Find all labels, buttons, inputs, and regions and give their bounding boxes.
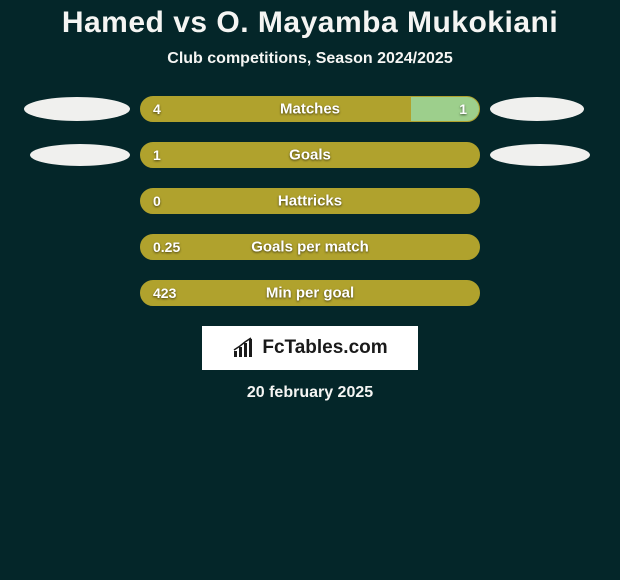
left-ellipse-slot xyxy=(20,97,130,121)
player-ellipse-right xyxy=(490,144,590,166)
stat-bar: 423 Min per goal xyxy=(140,280,480,306)
stat-label: Matches xyxy=(280,101,340,118)
stat-bar: 4 1 Matches xyxy=(140,96,480,122)
player-ellipse-right xyxy=(490,97,584,121)
stat-label: Min per goal xyxy=(266,285,354,302)
bars-icon xyxy=(232,337,258,359)
stat-row: 0 Hattricks xyxy=(0,188,620,214)
logo-box: FcTables.com xyxy=(202,326,418,370)
right-ellipse-slot xyxy=(490,97,600,121)
page-title: Hamed vs O. Mayamba Mukokiani xyxy=(0,0,620,40)
stat-row: 4 1 Matches xyxy=(0,96,620,122)
stat-label: Hattricks xyxy=(278,193,342,210)
stat-right-value: 1 xyxy=(459,101,467,117)
player-ellipse-left xyxy=(24,97,130,121)
player-ellipse-left xyxy=(30,144,130,166)
stat-left-value: 0 xyxy=(153,193,161,209)
comparison-infographic: Hamed vs O. Mayamba Mukokiani Club compe… xyxy=(0,0,620,580)
right-ellipse-slot xyxy=(490,144,600,166)
left-ellipse-slot xyxy=(20,144,130,166)
stat-row: 0.25 Goals per match xyxy=(0,234,620,260)
page-subtitle: Club competitions, Season 2024/2025 xyxy=(0,50,620,68)
stat-bar: 1 Goals xyxy=(140,142,480,168)
stat-label: Goals xyxy=(289,147,331,164)
stat-left-value: 0.25 xyxy=(153,239,180,255)
stat-bar: 0 Hattricks xyxy=(140,188,480,214)
stat-left-value: 423 xyxy=(153,285,176,301)
bar-right-fill xyxy=(411,97,479,121)
stat-row: 423 Min per goal xyxy=(0,280,620,306)
stat-label: Goals per match xyxy=(251,239,369,256)
date-text: 20 february 2025 xyxy=(0,384,620,402)
stat-row: 1 Goals xyxy=(0,142,620,168)
stat-bar: 0.25 Goals per match xyxy=(140,234,480,260)
stat-rows: 4 1 Matches 1 Goals 0 Hattricks 0.25 Goals per m… xyxy=(0,96,620,306)
stat-left-value: 4 xyxy=(153,101,161,117)
stat-left-value: 1 xyxy=(153,147,161,163)
logo-text: FcTables.com xyxy=(262,337,387,359)
